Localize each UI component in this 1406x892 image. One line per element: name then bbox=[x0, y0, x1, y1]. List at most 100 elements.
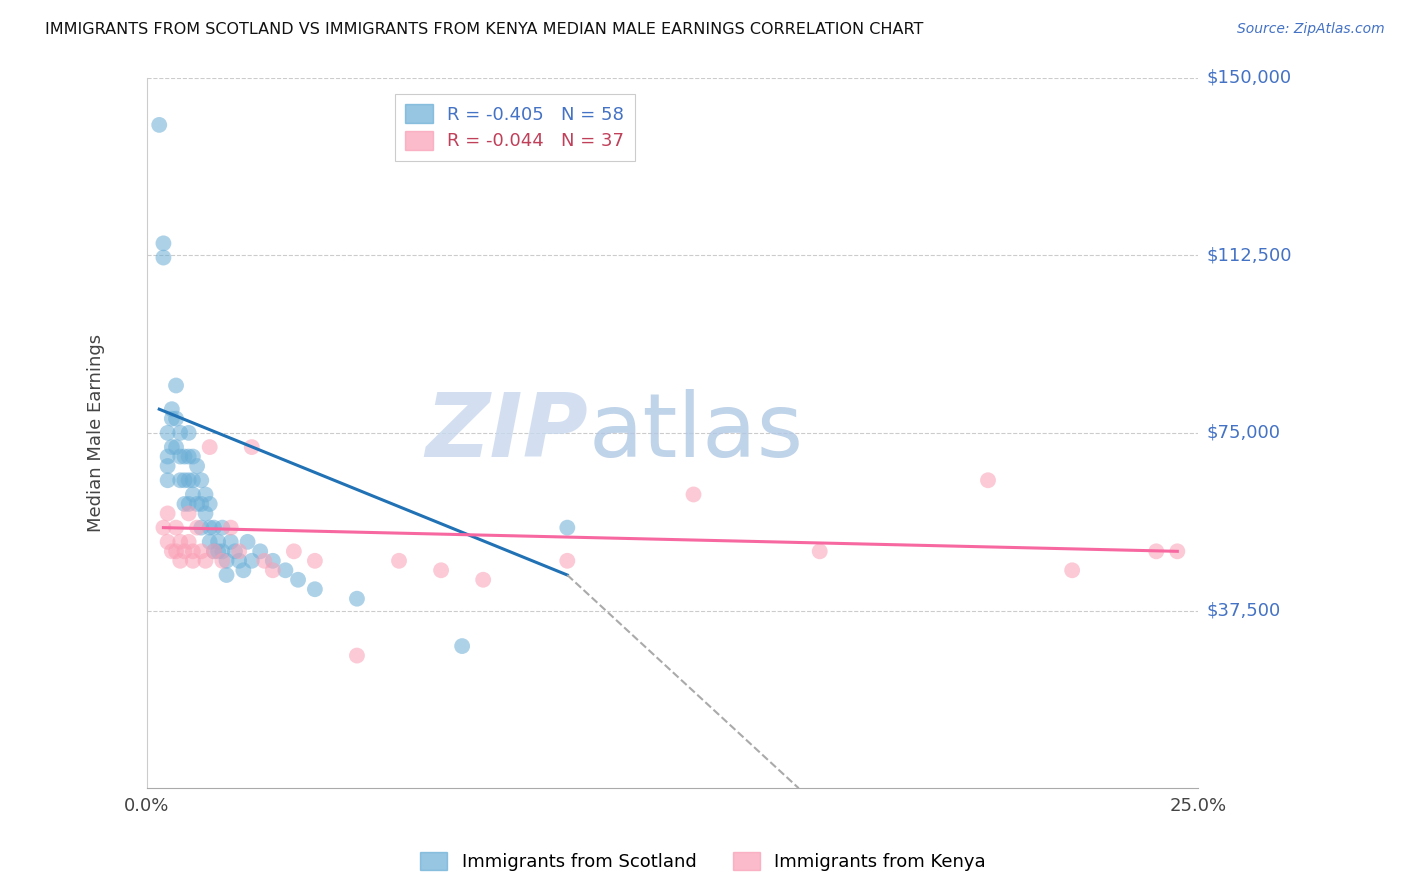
Point bbox=[287, 573, 309, 587]
Point bbox=[169, 473, 191, 487]
Point bbox=[240, 440, 263, 454]
Legend: Immigrants from Scotland, Immigrants from Kenya: Immigrants from Scotland, Immigrants fro… bbox=[413, 845, 993, 879]
Point bbox=[160, 544, 183, 558]
Point bbox=[169, 425, 191, 440]
Point bbox=[186, 458, 208, 473]
Point bbox=[198, 521, 221, 535]
Point bbox=[274, 563, 297, 577]
Point bbox=[169, 450, 191, 464]
Point bbox=[186, 521, 208, 535]
Point bbox=[177, 507, 200, 521]
Point bbox=[304, 582, 326, 597]
Point bbox=[232, 563, 254, 577]
Point bbox=[207, 544, 229, 558]
Point bbox=[181, 450, 204, 464]
Point bbox=[173, 473, 195, 487]
Point bbox=[555, 521, 578, 535]
Text: IMMIGRANTS FROM SCOTLAND VS IMMIGRANTS FROM KENYA MEDIAN MALE EARNINGS CORRELATI: IMMIGRANTS FROM SCOTLAND VS IMMIGRANTS F… bbox=[45, 22, 924, 37]
Point bbox=[202, 544, 225, 558]
Point bbox=[555, 554, 578, 568]
Point bbox=[177, 534, 200, 549]
Point bbox=[211, 521, 233, 535]
Point bbox=[346, 648, 368, 663]
Point bbox=[148, 118, 170, 132]
Point bbox=[194, 507, 217, 521]
Point bbox=[190, 497, 212, 511]
Point bbox=[177, 473, 200, 487]
Point bbox=[165, 544, 187, 558]
Point bbox=[165, 411, 187, 425]
Point bbox=[240, 554, 263, 568]
Point bbox=[181, 554, 204, 568]
Point bbox=[190, 473, 212, 487]
Point bbox=[160, 402, 183, 417]
Point bbox=[1144, 544, 1167, 558]
Point bbox=[1166, 544, 1188, 558]
Point bbox=[152, 251, 174, 265]
Point bbox=[236, 534, 259, 549]
Point bbox=[207, 534, 229, 549]
Point bbox=[173, 544, 195, 558]
Point bbox=[249, 544, 271, 558]
Point bbox=[1062, 563, 1084, 577]
Point bbox=[156, 425, 179, 440]
Point bbox=[808, 544, 831, 558]
Text: Median Male Earnings: Median Male Earnings bbox=[87, 334, 105, 532]
Point bbox=[262, 554, 284, 568]
Point bbox=[173, 497, 195, 511]
Point bbox=[181, 487, 204, 501]
Point bbox=[219, 521, 242, 535]
Point bbox=[304, 554, 326, 568]
Point bbox=[388, 554, 411, 568]
Point bbox=[156, 473, 179, 487]
Point bbox=[165, 521, 187, 535]
Point bbox=[190, 544, 212, 558]
Point bbox=[156, 534, 179, 549]
Point bbox=[198, 497, 221, 511]
Point bbox=[173, 450, 195, 464]
Point bbox=[430, 563, 453, 577]
Point bbox=[160, 411, 183, 425]
Text: Source: ZipAtlas.com: Source: ZipAtlas.com bbox=[1237, 22, 1385, 37]
Point bbox=[177, 450, 200, 464]
Point bbox=[177, 425, 200, 440]
Point bbox=[181, 473, 204, 487]
Point bbox=[177, 497, 200, 511]
Point bbox=[198, 534, 221, 549]
Point bbox=[198, 440, 221, 454]
Point bbox=[219, 534, 242, 549]
Point bbox=[977, 473, 1000, 487]
Point bbox=[215, 568, 238, 582]
Point bbox=[169, 534, 191, 549]
Point bbox=[346, 591, 368, 606]
Point bbox=[156, 450, 179, 464]
Point bbox=[228, 554, 250, 568]
Point bbox=[160, 440, 183, 454]
Point bbox=[472, 573, 495, 587]
Point bbox=[190, 521, 212, 535]
Point bbox=[211, 554, 233, 568]
Point bbox=[215, 554, 238, 568]
Point bbox=[228, 544, 250, 558]
Point bbox=[169, 554, 191, 568]
Text: ZIP: ZIP bbox=[426, 390, 588, 476]
Text: $150,000: $150,000 bbox=[1206, 69, 1292, 87]
Point bbox=[152, 521, 174, 535]
Point bbox=[202, 544, 225, 558]
Text: $37,500: $37,500 bbox=[1206, 601, 1281, 620]
Text: $112,500: $112,500 bbox=[1206, 246, 1292, 264]
Point bbox=[165, 440, 187, 454]
Point bbox=[224, 544, 246, 558]
Point bbox=[253, 554, 276, 568]
Text: atlas: atlas bbox=[588, 390, 803, 476]
Point bbox=[186, 497, 208, 511]
Point bbox=[451, 639, 474, 653]
Point bbox=[202, 521, 225, 535]
Point bbox=[194, 554, 217, 568]
Point bbox=[682, 487, 704, 501]
Point bbox=[156, 458, 179, 473]
Point bbox=[262, 563, 284, 577]
Point bbox=[194, 487, 217, 501]
Point bbox=[156, 507, 179, 521]
Text: $75,000: $75,000 bbox=[1206, 424, 1281, 442]
